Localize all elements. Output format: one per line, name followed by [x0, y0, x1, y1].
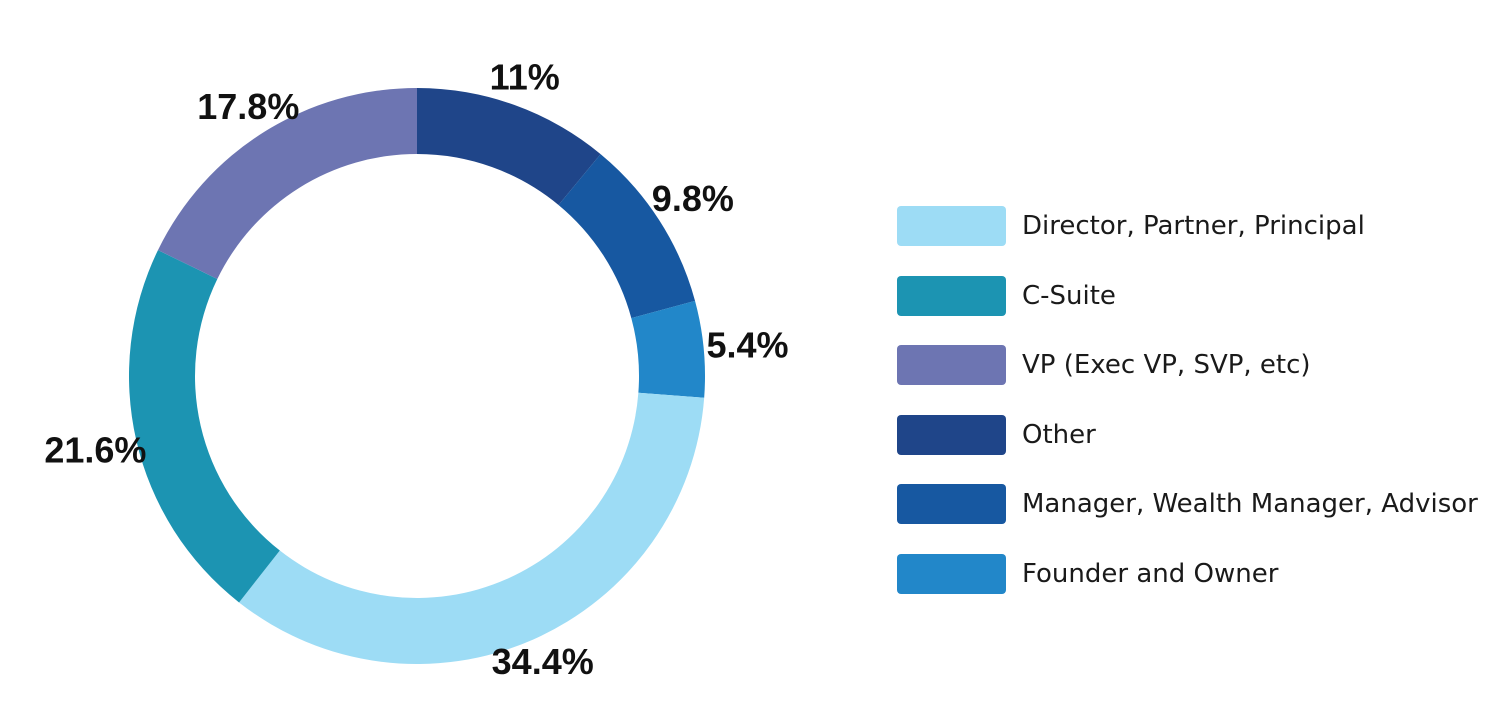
slice-vp-exec-vp-svp-etc	[157, 88, 417, 279]
legend-item-manager-wealth-manager-advisor: Manager, Wealth Manager, Advisor	[897, 484, 1478, 524]
slice-other	[417, 88, 601, 205]
legend-swatch	[897, 553, 1006, 594]
legend-label: Other	[1022, 419, 1096, 450]
legend-label: VP (Exec VP, SVP, etc)	[1022, 350, 1311, 380]
legend-swatch	[897, 414, 1006, 455]
slice-c-suite	[129, 250, 280, 603]
legend-swatch	[897, 345, 1006, 385]
legend-label: Manager, Wealth Manager, Advisor	[1022, 489, 1478, 519]
slice-label-other: 11%	[490, 56, 560, 97]
slice-manager-wealth-manager-advisor	[558, 154, 696, 319]
legend-swatch	[897, 484, 1006, 524]
legend-item-other: Other	[897, 414, 1096, 455]
legend-label: Director, Partner, Principal	[1022, 211, 1365, 241]
donut-chart: 11% 9.8% 5.4% 34.4% 21.6% 17.8%	[44, 56, 788, 682]
legend-item-vp-exec-vp-svp-etc: VP (Exec VP, SVP, etc)	[897, 345, 1311, 385]
slice-label-founder-and-owner: 5.4%	[706, 324, 788, 365]
legend-item-c-suite: C-Suite	[897, 275, 1116, 316]
legend-swatch	[897, 275, 1006, 316]
legend-label: Founder and Owner	[1022, 558, 1279, 589]
slice-label-manager-wealth-manager-advisor: 9.8%	[652, 178, 734, 219]
slice-director-partner-principal	[239, 392, 705, 664]
slice-founder-and-owner	[631, 300, 705, 398]
legend-item-director-partner-principal: Director, Partner, Principal	[897, 206, 1365, 246]
slice-label-vp-exec-vp-svp-etc: 17.8%	[197, 86, 299, 127]
slice-label-c-suite: 21.6%	[44, 430, 146, 471]
slice-label-director-partner-principal: 34.4%	[492, 641, 594, 682]
legend-label: C-Suite	[1022, 280, 1116, 311]
legend-item-founder-and-owner: Founder and Owner	[897, 553, 1279, 594]
legend-swatch	[897, 206, 1006, 246]
